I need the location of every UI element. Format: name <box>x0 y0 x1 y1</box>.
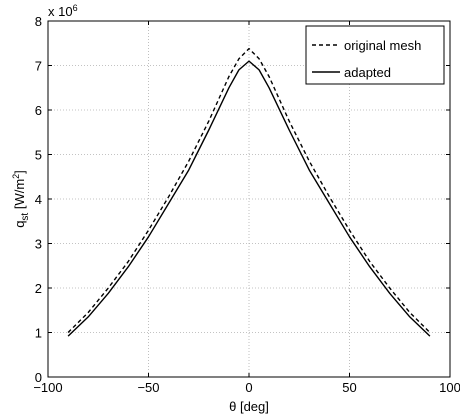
y-tick-label: 6 <box>35 103 42 118</box>
y-tick-label: 3 <box>35 237 42 252</box>
series-group <box>67 47 431 337</box>
y-multiplier: x 106 <box>48 3 78 19</box>
x-tick-label: 100 <box>439 380 460 395</box>
y-tick-label: 7 <box>35 59 42 74</box>
legend-label-original-mesh: original mesh <box>344 38 421 53</box>
legend-box <box>305 25 445 85</box>
y-tick-label: 2 <box>35 281 42 296</box>
series-line-adapted <box>67 60 431 337</box>
y-axis-label: qst [W/m2] <box>11 170 31 228</box>
x-tick-label: 50 <box>342 380 356 395</box>
x-axis-label: θ [deg] <box>229 399 269 414</box>
y-tick-label: 0 <box>35 370 42 385</box>
y-tick-label: 4 <box>35 192 42 207</box>
axis-ticks: −100 −50 0 50 100 0 1 2 3 4 5 6 7 8 <box>33 14 460 395</box>
x-tick-label: −100 <box>33 380 62 395</box>
y-tick-label: 8 <box>35 14 42 29</box>
legend: original mesh adapted <box>305 25 445 85</box>
grid-lines <box>48 21 450 377</box>
series-line-original-mesh <box>67 47 431 333</box>
x-tick-label: −50 <box>137 380 159 395</box>
y-tick-label: 1 <box>35 326 42 341</box>
legend-label-adapted: adapted <box>344 65 391 80</box>
y-tick-label: 5 <box>35 148 42 163</box>
x-tick-label: 0 <box>245 380 252 395</box>
